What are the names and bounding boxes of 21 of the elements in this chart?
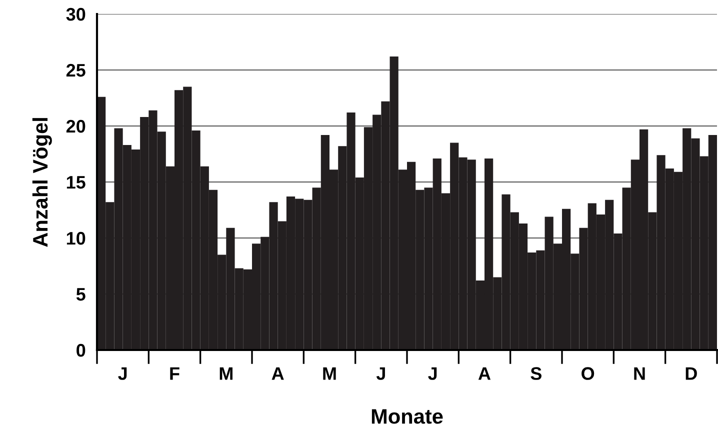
x-tick-label: S: [530, 367, 542, 380]
y-tick-label: 10: [66, 232, 86, 245]
x-tick-label: O: [582, 367, 594, 380]
x-tick-label: M: [220, 367, 232, 380]
y-axis-title: Anzahl Vögel: [32, 118, 52, 247]
y-tick-label: 15: [66, 176, 86, 189]
y-tick-label: 30: [66, 8, 86, 21]
y-tick-label: 25: [66, 64, 86, 77]
y-tick-label: 20: [66, 120, 86, 133]
x-tick-label: J: [376, 367, 385, 380]
x-tick-label: N: [634, 367, 645, 380]
x-tick-label: D: [686, 367, 697, 380]
x-tick-label: J: [118, 367, 127, 380]
x-tick-label: J: [428, 367, 437, 380]
x-axis-title: Monate: [372, 409, 443, 424]
x-tick-label: F: [170, 367, 180, 380]
x-tick-label: A: [272, 367, 284, 380]
y-tick-label: 5: [76, 288, 86, 301]
x-tick-label: A: [478, 367, 491, 380]
y-tick-label: 0: [76, 344, 86, 357]
x-tick-label: M: [323, 367, 336, 380]
